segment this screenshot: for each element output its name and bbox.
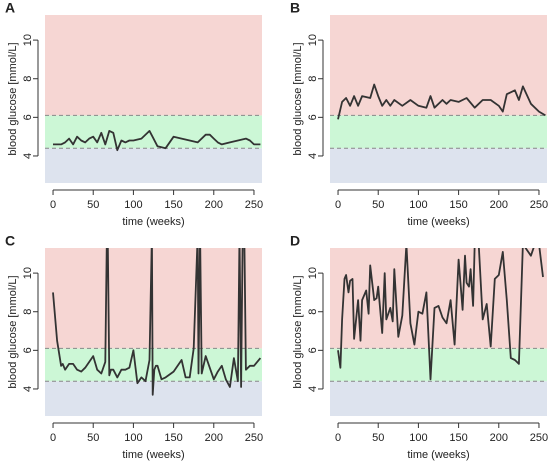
y-tick-label: 10 [22, 267, 34, 279]
x-tick-label: 100 [409, 199, 427, 211]
x-tick-label: 0 [335, 199, 341, 211]
x-axis-label: time (weeks) [122, 449, 184, 461]
range-band [45, 248, 262, 349]
range-band [330, 15, 547, 116]
x-tick-label: 100 [124, 432, 142, 444]
y-tick-label: 8 [22, 309, 34, 315]
y-tick-label: 8 [22, 76, 34, 82]
x-tick-label: 150 [449, 432, 467, 444]
x-tick-label: 200 [205, 432, 223, 444]
y-tick-label: 10 [307, 34, 319, 46]
panel-title: B [290, 0, 300, 16]
y-tick-label: 8 [307, 309, 319, 315]
x-tick-label: 250 [530, 432, 548, 444]
y-axis-label: blood glucose [mmol/L] [292, 42, 304, 155]
x-tick-label: 250 [245, 432, 263, 444]
y-tick-label: 4 [307, 153, 319, 159]
y-axis-label: blood glucose [mmol/L] [7, 42, 19, 155]
y-tick-label: 6 [307, 114, 319, 120]
range-band [330, 148, 547, 183]
x-tick-label: 150 [164, 432, 182, 444]
y-tick-label: 6 [307, 347, 319, 353]
y-tick-label: 4 [307, 386, 319, 392]
y-tick-label: 10 [22, 34, 34, 46]
x-tick-label: 200 [490, 432, 508, 444]
y-axis-label: blood glucose [mmol/L] [292, 275, 304, 388]
range-band [330, 115, 547, 149]
x-tick-label: 0 [335, 432, 341, 444]
range-band [45, 148, 262, 183]
y-tick-label: 6 [22, 114, 34, 120]
range-band [330, 348, 547, 382]
panel-title: D [290, 233, 300, 249]
x-axis-label: time (weeks) [122, 216, 184, 228]
glucose-line [337, 83, 546, 120]
y-tick-label: 4 [22, 386, 34, 392]
x-tick-label: 150 [449, 199, 467, 211]
glucose-line [52, 248, 262, 396]
x-tick-label: 50 [372, 199, 384, 211]
y-tick-label: 8 [307, 76, 319, 82]
y-tick-label: 10 [307, 267, 319, 279]
x-tick-label: 200 [490, 199, 508, 211]
x-tick-label: 200 [205, 199, 223, 211]
x-tick-label: 0 [50, 199, 56, 211]
y-tick-label: 4 [22, 153, 34, 159]
x-tick-label: 250 [530, 199, 548, 211]
glucose-line [337, 248, 544, 381]
panel-title: C [5, 233, 15, 249]
x-tick-label: 50 [372, 432, 384, 444]
x-tick-label: 150 [164, 199, 182, 211]
x-tick-label: 50 [87, 432, 99, 444]
x-tick-label: 250 [245, 199, 263, 211]
y-tick-label: 6 [22, 347, 34, 353]
y-axis-label: blood glucose [mmol/L] [7, 275, 19, 388]
x-tick-label: 0 [50, 432, 56, 444]
range-band [330, 381, 547, 416]
x-tick-label: 100 [124, 199, 142, 211]
x-tick-label: 50 [87, 199, 99, 211]
glucose-line [53, 130, 261, 152]
x-axis-label: time (weeks) [407, 449, 469, 461]
x-tick-label: 100 [409, 432, 427, 444]
panel-title: A [5, 0, 15, 16]
range-band [45, 15, 262, 116]
x-axis-label: time (weeks) [407, 216, 469, 228]
